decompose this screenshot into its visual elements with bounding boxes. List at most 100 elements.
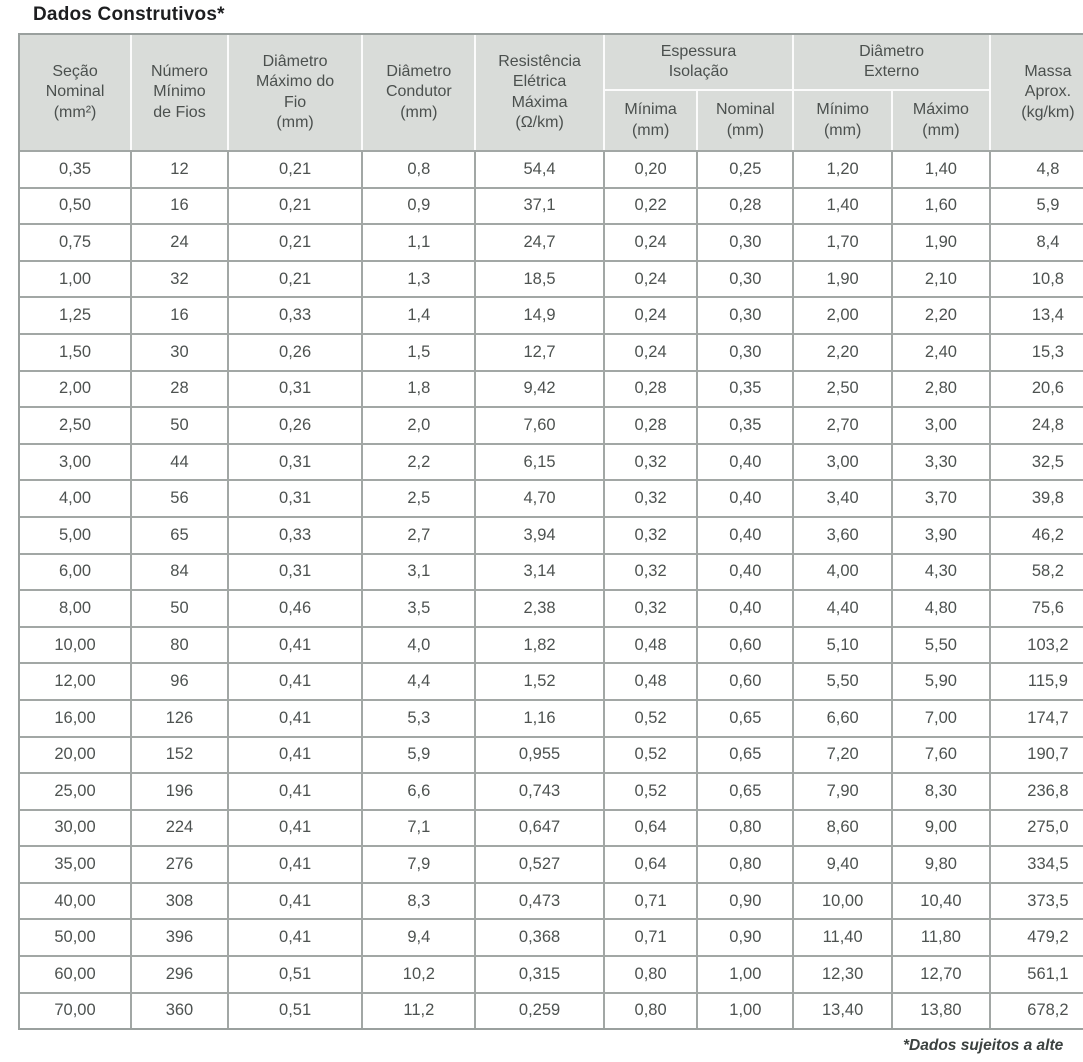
table-cell-externo_minimo_mm: 9,40: [794, 845, 894, 882]
table-cell-massa_aprox_kg_km: 678,2: [990, 991, 1083, 1028]
table-cell-secao_nominal_mm2: 6,00: [20, 552, 133, 590]
table-cell-isolacao_nominal_mm: 0,65: [698, 735, 795, 773]
table-row: 10,00 80 0,41 4,0 1,82 0,48 0,60 5,10 5,50 103,2: [20, 625, 1083, 663]
table-cell-secao_nominal_mm2: 70,00: [20, 991, 133, 1028]
table-cell-resistencia_eletrica_ohm_km: 7,60: [476, 406, 605, 443]
table-cell-externo_minimo_mm: 6,60: [794, 698, 894, 736]
table-cell-numero_minimo_fios: 24: [132, 223, 229, 260]
table-cell-isolacao_minima_mm: 0,24: [604, 223, 699, 260]
table-cell-massa_aprox_kg_km: 39,8: [990, 479, 1083, 516]
table-cell-diametro_maximo_fio_mm: 0,33: [228, 515, 364, 553]
table-cell-isolacao_nominal_mm: 0,40: [698, 589, 795, 626]
table-cell-massa_aprox_kg_km: 46,2: [990, 515, 1083, 553]
table-cell-isolacao_minima_mm: 0,32: [604, 552, 699, 590]
table-cell-externo_minimo_mm: 2,00: [794, 296, 894, 333]
table-cell-numero_minimo_fios: 152: [132, 735, 229, 773]
table-cell-isolacao_nominal_mm: 0,90: [698, 881, 795, 919]
table-cell-resistencia_eletrica_ohm_km: 2,38: [476, 589, 605, 626]
table-cell-externo_minimo_mm: 7,20: [794, 735, 894, 773]
table-cell-numero_minimo_fios: 308: [132, 881, 229, 919]
table-cell-secao_nominal_mm2: 8,00: [20, 589, 133, 626]
table-cell-secao_nominal_mm2: 60,00: [20, 955, 133, 992]
column-header-diametro-condutor: Diâmetro Condutor (mm): [363, 35, 477, 150]
table-cell-isolacao_nominal_mm: 0,30: [698, 223, 795, 260]
table-cell-isolacao_minima_mm: 0,28: [604, 406, 699, 443]
table-cell-externo_maximo_mm: 3,00: [893, 406, 991, 443]
table-cell-massa_aprox_kg_km: 479,2: [990, 918, 1083, 956]
table-cell-numero_minimo_fios: 196: [132, 772, 229, 809]
table-cell-secao_nominal_mm2: 0,75: [20, 223, 133, 260]
table-cell-diametro_maximo_fio_mm: 0,51: [228, 955, 364, 992]
table-cell-diametro_maximo_fio_mm: 0,41: [228, 772, 364, 809]
column-header-resistencia-eletrica: Resistência Elétrica Máxima (Ω/km): [476, 35, 605, 150]
table-cell-diametro_condutor_mm: 2,2: [363, 442, 477, 480]
table-cell-resistencia_eletrica_ohm_km: 6,15: [476, 442, 605, 480]
table-cell-externo_maximo_mm: 7,60: [893, 735, 991, 773]
table-cell-resistencia_eletrica_ohm_km: 0,473: [476, 881, 605, 919]
table-row: 6,00 84 0,31 3,1 3,14 0,32 0,40 4,00 4,30 58,2: [20, 552, 1083, 590]
table-cell-diametro_condutor_mm: 3,5: [363, 589, 477, 626]
table-cell-isolacao_nominal_mm: 0,30: [698, 259, 795, 297]
table-cell-externo_maximo_mm: 7,00: [893, 698, 991, 736]
table-cell-externo_maximo_mm: 12,70: [893, 955, 991, 992]
table-cell-externo_minimo_mm: 13,40: [794, 991, 894, 1028]
table-cell-resistencia_eletrica_ohm_km: 1,52: [476, 662, 605, 699]
table-cell-massa_aprox_kg_km: 15,3: [990, 332, 1083, 370]
table-cell-numero_minimo_fios: 56: [132, 479, 229, 516]
table-cell-diametro_maximo_fio_mm: 0,21: [228, 186, 364, 224]
table-cell-isolacao_nominal_mm: 0,65: [698, 772, 795, 809]
table-cell-isolacao_minima_mm: 0,64: [604, 808, 699, 846]
table-cell-isolacao_nominal_mm: 0,40: [698, 479, 795, 516]
table-cell-diametro_condutor_mm: 1,5: [363, 332, 477, 370]
table-cell-diametro_condutor_mm: 9,4: [363, 918, 477, 956]
table-row: 20,00 152 0,41 5,9 0,955 0,52 0,65 7,20 7,60 190,…: [20, 735, 1083, 773]
table-cell-massa_aprox_kg_km: 58,2: [990, 552, 1083, 590]
table-cell-externo_minimo_mm: 11,40: [794, 918, 894, 956]
table-row: 60,00 296 0,51 10,2 0,315 0,80 1,00 12,30 12,70 5…: [20, 955, 1083, 992]
header-row-subcolumns: Mínima (mm) Nominal (mm) Mínimo (mm) Máx…: [20, 91, 1083, 150]
table-cell-isolacao_minima_mm: 0,24: [604, 296, 699, 333]
table-cell-massa_aprox_kg_km: 561,1: [990, 955, 1083, 992]
table-cell-massa_aprox_kg_km: 103,2: [990, 625, 1083, 663]
table-cell-diametro_maximo_fio_mm: 0,41: [228, 698, 364, 736]
table-body: 0,35 12 0,21 0,8 54,4 0,20 0,25 1,20 1,40 4,8 0,50…: [20, 150, 1083, 1028]
table-cell-massa_aprox_kg_km: 8,4: [990, 223, 1083, 260]
table-row: 25,00 196 0,41 6,6 0,743 0,52 0,65 7,90 8,30 236,…: [20, 772, 1083, 809]
column-header-isolacao-nominal: Nominal (mm): [698, 91, 795, 150]
header-row-groups: Seção Nominal (mm²) Número Mínimo de Fio…: [20, 35, 1083, 150]
table-cell-secao_nominal_mm2: 0,50: [20, 186, 133, 224]
table-cell-externo_maximo_mm: 9,00: [893, 808, 991, 846]
table-cell-externo_maximo_mm: 5,90: [893, 662, 991, 699]
table-cell-externo_minimo_mm: 5,50: [794, 662, 894, 699]
table-cell-massa_aprox_kg_km: 236,8: [990, 772, 1083, 809]
table-cell-externo_maximo_mm: 5,50: [893, 625, 991, 663]
table-cell-diametro_maximo_fio_mm: 0,41: [228, 881, 364, 919]
table-cell-numero_minimo_fios: 396: [132, 918, 229, 956]
table-cell-externo_minimo_mm: 2,20: [794, 332, 894, 370]
table-row: 8,00 50 0,46 3,5 2,38 0,32 0,40 4,40 4,80 75,6: [20, 589, 1083, 626]
table-cell-isolacao_minima_mm: 0,71: [604, 918, 699, 956]
table-cell-isolacao_nominal_mm: 0,40: [698, 515, 795, 553]
table-cell-massa_aprox_kg_km: 13,4: [990, 296, 1083, 333]
table-cell-resistencia_eletrica_ohm_km: 18,5: [476, 259, 605, 297]
table-cell-secao_nominal_mm2: 12,00: [20, 662, 133, 699]
page-title: Dados Construtivos*: [33, 4, 225, 25]
table-cell-externo_maximo_mm: 2,10: [893, 259, 991, 297]
table-cell-isolacao_minima_mm: 0,32: [604, 442, 699, 480]
table-cell-diametro_condutor_mm: 1,4: [363, 296, 477, 333]
table-cell-secao_nominal_mm2: 4,00: [20, 479, 133, 516]
table-cell-isolacao_nominal_mm: 0,60: [698, 625, 795, 663]
table-cell-isolacao_nominal_mm: 0,40: [698, 552, 795, 590]
table-cell-resistencia_eletrica_ohm_km: 4,70: [476, 479, 605, 516]
table-cell-resistencia_eletrica_ohm_km: 37,1: [476, 186, 605, 224]
table-cell-resistencia_eletrica_ohm_km: 1,16: [476, 698, 605, 736]
table-cell-externo_maximo_mm: 9,80: [893, 845, 991, 882]
table-cell-diametro_maximo_fio_mm: 0,31: [228, 369, 364, 407]
table-cell-secao_nominal_mm2: 25,00: [20, 772, 133, 809]
table-cell-massa_aprox_kg_km: 75,6: [990, 589, 1083, 626]
table-cell-isolacao_nominal_mm: 0,35: [698, 369, 795, 407]
table-cell-resistencia_eletrica_ohm_km: 1,82: [476, 625, 605, 663]
table-cell-externo_minimo_mm: 3,00: [794, 442, 894, 480]
table-cell-diametro_condutor_mm: 4,0: [363, 625, 477, 663]
table-cell-resistencia_eletrica_ohm_km: 0,259: [476, 991, 605, 1028]
